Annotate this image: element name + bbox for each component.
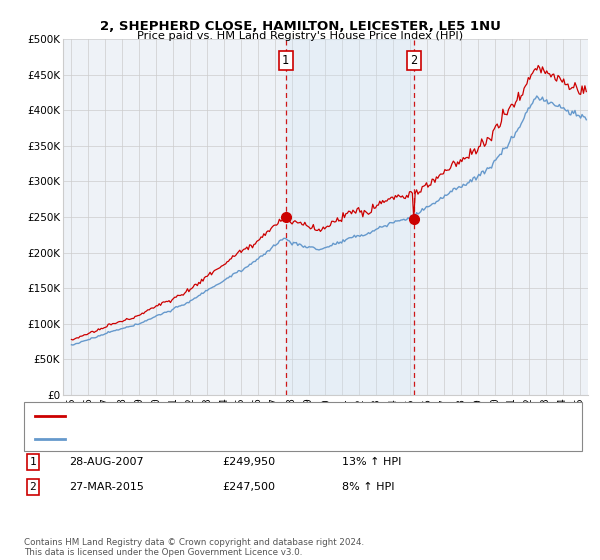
Text: Contains HM Land Registry data © Crown copyright and database right 2024.
This d: Contains HM Land Registry data © Crown c…	[24, 538, 364, 557]
Text: 13% ↑ HPI: 13% ↑ HPI	[342, 457, 401, 467]
Text: 2, SHEPHERD CLOSE, HAMILTON, LEICESTER, LE5 1NU: 2, SHEPHERD CLOSE, HAMILTON, LEICESTER, …	[100, 20, 500, 32]
Text: 28-AUG-2007: 28-AUG-2007	[69, 457, 143, 467]
Text: Price paid vs. HM Land Registry's House Price Index (HPI): Price paid vs. HM Land Registry's House …	[137, 31, 463, 41]
Text: 1: 1	[29, 457, 37, 467]
Text: 1: 1	[282, 54, 289, 67]
Text: 27-MAR-2015: 27-MAR-2015	[69, 482, 144, 492]
Text: 2, SHEPHERD CLOSE, HAMILTON, LEICESTER, LE5 1NU (detached house): 2, SHEPHERD CLOSE, HAMILTON, LEICESTER, …	[71, 410, 446, 421]
Text: HPI: Average price, detached house, Leicester: HPI: Average price, detached house, Leic…	[71, 433, 311, 444]
Text: £249,950: £249,950	[222, 457, 275, 467]
Text: £247,500: £247,500	[222, 482, 275, 492]
Text: 8% ↑ HPI: 8% ↑ HPI	[342, 482, 395, 492]
Bar	[286, 39, 414, 395]
Text: 2: 2	[410, 54, 418, 67]
Text: 2: 2	[29, 482, 37, 492]
